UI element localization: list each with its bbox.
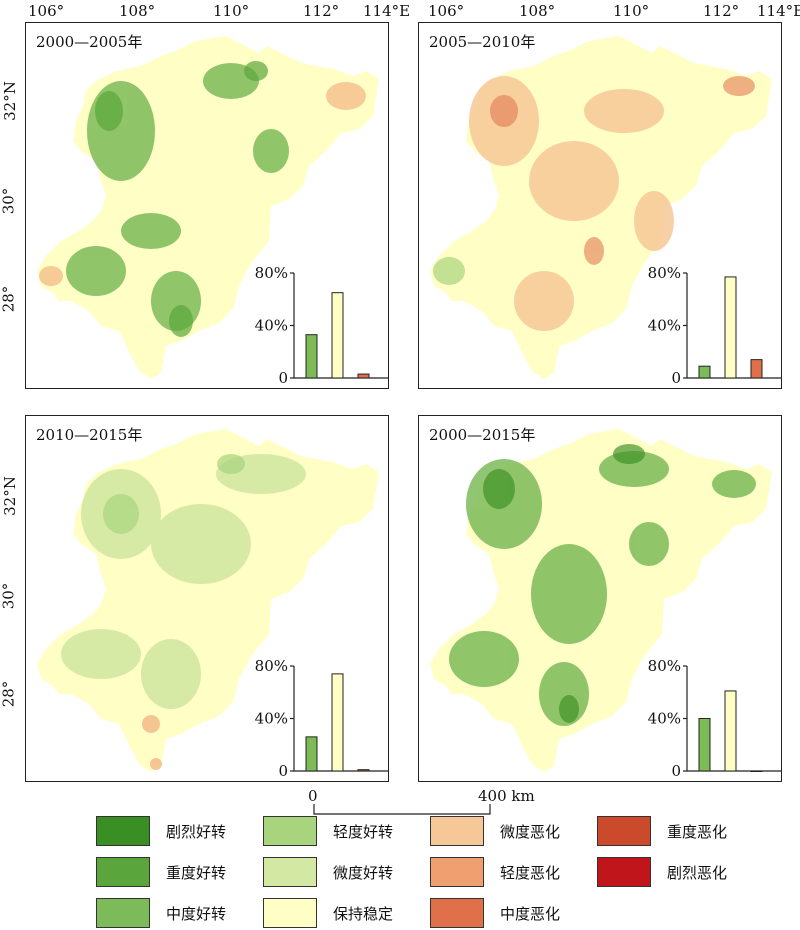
bar-tick-label: 80%	[255, 264, 288, 282]
region-map	[430, 36, 772, 379]
bar-tick-label: 40%	[648, 317, 681, 335]
lon-tick: 110°	[213, 2, 250, 20]
legend-swatch	[263, 898, 317, 928]
lat-tick: 30°	[0, 187, 18, 215]
bar-恶化	[750, 359, 763, 379]
legend-swatch	[96, 816, 150, 846]
lat-tick: 30°	[0, 582, 18, 610]
legend-label: 保持稳定	[333, 904, 394, 923]
bar-tick-label: 0	[278, 369, 288, 387]
legend-item: 剧烈好转	[96, 816, 226, 846]
bar-好转	[698, 718, 711, 772]
bar-tick-label: 0	[671, 369, 681, 387]
map-panel-2000-2005: 2000—2005年 0 40% 80%	[25, 22, 389, 389]
map-panel-2010-2015: 2010—2015年 0 40% 80%	[25, 415, 389, 782]
bar-tick-label: 40%	[255, 317, 288, 335]
lon-tick: 108°	[119, 2, 156, 20]
legend-label: 重度恶化	[667, 822, 728, 841]
lon-tick: 114°E	[363, 2, 411, 20]
region-map	[37, 429, 379, 772]
bar-好转	[305, 736, 318, 772]
bar-tick-label: 0	[671, 762, 681, 780]
lat-tick: 28°	[0, 680, 18, 708]
legend-swatch	[430, 898, 484, 928]
legend-item: 重度好转	[96, 857, 226, 887]
bar-tick-label: 0	[278, 762, 288, 780]
legend-label: 轻度恶化	[500, 863, 561, 882]
bar-好转	[698, 365, 711, 379]
lon-tick: 110°	[613, 2, 650, 20]
inset-bar-chart: 0 40% 80%	[648, 264, 781, 387]
legend-item: 保持稳定	[263, 898, 393, 928]
legend-label: 剧烈恶化	[667, 863, 728, 882]
bar-好转	[305, 334, 318, 379]
bar-保持稳定	[724, 276, 737, 379]
bar-恶化	[750, 770, 763, 772]
scale-line	[313, 804, 491, 815]
bar-tick-label: 40%	[648, 710, 681, 728]
legend-item: 微度恶化	[430, 816, 560, 846]
legend-item: 剧烈恶化	[597, 857, 727, 887]
inset-bar-chart: 0 40% 80%	[255, 657, 388, 780]
legend-item: 轻度恶化	[430, 857, 560, 887]
lon-tick: 112°	[303, 2, 340, 20]
bar-恶化	[357, 769, 370, 772]
lon-tick: 112°	[703, 2, 740, 20]
region-map	[430, 429, 772, 772]
legend-swatch	[430, 816, 484, 846]
lon-tick: 108°	[519, 2, 556, 20]
legend-swatch	[96, 898, 150, 928]
region-map	[37, 36, 379, 379]
bar-保持稳定	[724, 690, 737, 772]
legend-label: 重度好转	[166, 863, 227, 882]
legend-item: 重度恶化	[597, 816, 727, 846]
bar-tick-label: 40%	[255, 710, 288, 728]
bar-保持稳定	[331, 292, 344, 379]
legend-label: 中度好转	[166, 904, 227, 923]
legend-swatch	[96, 857, 150, 887]
lon-tick: 106°	[428, 2, 465, 20]
bar-tick-label: 80%	[648, 657, 681, 675]
legend-swatch	[597, 857, 651, 887]
bar-tick-label: 80%	[648, 264, 681, 282]
panel-title: 2010—2015年	[36, 426, 143, 444]
scale-start-label: 0	[308, 787, 318, 805]
legend-label: 微度恶化	[500, 822, 561, 841]
legend-swatch	[430, 857, 484, 887]
legend-item: 中度恶化	[430, 898, 560, 928]
bar-tick-label: 80%	[255, 657, 288, 675]
legend-swatch	[597, 816, 651, 846]
legend-label: 剧烈好转	[166, 822, 227, 841]
panel-title: 2000—2015年	[429, 426, 536, 444]
legend-swatch	[263, 816, 317, 846]
legend-swatch	[263, 857, 317, 887]
lat-tick: 28°	[0, 285, 18, 313]
bar-恶化	[357, 373, 370, 379]
panel-title: 2000—2005年	[36, 33, 143, 51]
lon-tick: 114°E	[757, 2, 800, 20]
legend-item: 轻度好转	[263, 816, 393, 846]
inset-bar-chart: 0 40% 80%	[255, 264, 388, 387]
legend-label: 微度好转	[333, 863, 394, 882]
inset-bar-chart: 0 40% 80%	[648, 657, 781, 780]
bar-保持稳定	[331, 673, 344, 772]
legend-label: 轻度好转	[333, 822, 394, 841]
legend-label: 中度恶化	[500, 904, 561, 923]
scale-end-label: 400 km	[478, 787, 535, 805]
lat-tick: 32°N	[0, 81, 19, 121]
panel-title: 2005—2010年	[429, 33, 536, 51]
map-panel-2005-2010: 2005—2010年 0 40% 80%	[418, 22, 782, 389]
map-panel-2000-2015: 2000—2015年 0 40% 80%	[418, 415, 782, 782]
lon-tick: 106°	[28, 2, 65, 20]
legend-item: 微度好转	[263, 857, 393, 887]
legend-item: 中度好转	[96, 898, 226, 928]
lat-tick: 32°N	[0, 476, 19, 516]
